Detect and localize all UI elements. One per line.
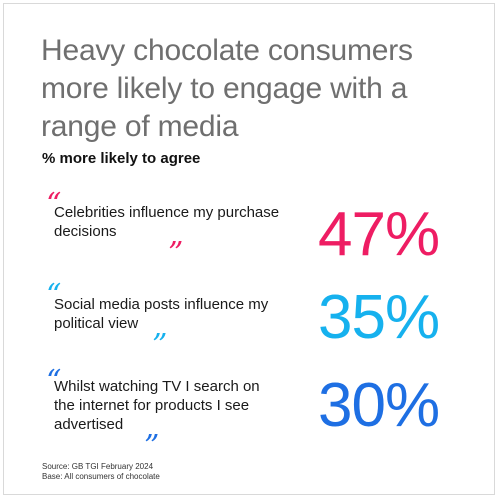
- percentage-value: 47%: [318, 200, 440, 269]
- open-quote-mark: “: [46, 278, 62, 313]
- statement-row: “Celebrities influence my purchase decis…: [0, 187, 500, 272]
- footer: Source: GB TGI February 2024 Base: All c…: [42, 462, 160, 482]
- statement-text: Whilst watching TV I search on the inter…: [54, 378, 260, 433]
- open-quote-mark: “: [46, 187, 62, 222]
- percentage-value: 35%: [318, 283, 440, 352]
- chart-frame: [3, 3, 495, 495]
- source-note: Source: GB TGI February 2024: [42, 462, 154, 471]
- statement-text: Social media posts influence my politica…: [54, 296, 269, 332]
- statement-row: “Social media posts influence my politic…: [0, 278, 500, 363]
- close-quote-mark: ”: [144, 429, 160, 464]
- percentage-value: 30%: [318, 371, 440, 440]
- close-quote-mark: ”: [152, 328, 168, 363]
- chart-subtitle: % more likely to agree: [42, 150, 201, 167]
- statement-text: Celebrities influence my purchase decisi…: [54, 204, 280, 240]
- open-quote-mark: “: [46, 364, 62, 399]
- chart-title: Heavy chocolate consumers more likely to…: [41, 34, 413, 143]
- close-quote-mark: ”: [168, 236, 184, 271]
- statement-row: “Whilst watching TV I search on the inte…: [0, 364, 500, 462]
- base-note: Base: All consumers of chocolate: [42, 472, 160, 481]
